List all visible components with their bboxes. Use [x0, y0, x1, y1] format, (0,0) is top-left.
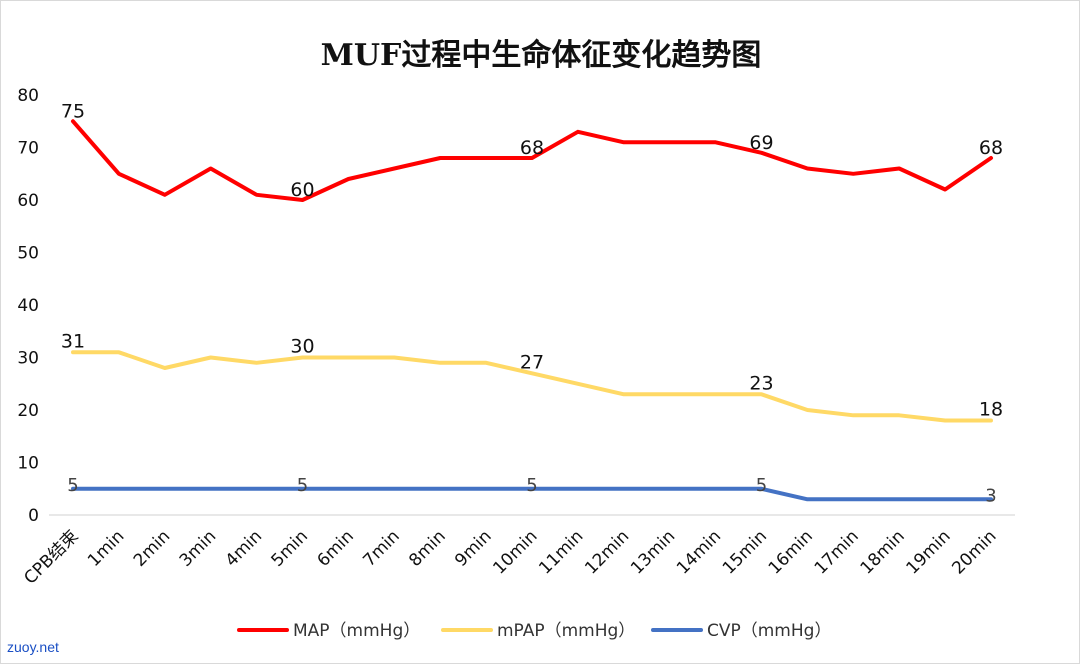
x-axis: CPB结束 1min 2min 3min 4min 5min 6min 7min 8min 9mi… [20, 514, 1015, 588]
legend-item: MAP（mmHg） [237, 621, 420, 641]
data-label: 5 [67, 475, 78, 496]
x-tick-label: 2min [130, 526, 174, 570]
legend-label: CVP（mmHg） [707, 621, 831, 641]
y-tick-label: 80 [17, 86, 39, 106]
data-label: 30 [290, 336, 314, 358]
data-label: 68 [979, 137, 1003, 159]
chart-title: MUF过程中生命体征变化趋势图 [321, 38, 762, 73]
series-lines [71, 119, 993, 502]
y-tick-label: 20 [17, 401, 39, 421]
y-axis: 0 10 20 30 40 50 60 70 80 [17, 86, 39, 526]
watermark: zuoy.net [7, 639, 59, 655]
x-tick-label: 16min [765, 526, 817, 578]
x-tick-label: 3min [176, 526, 220, 570]
data-label: 5 [526, 475, 537, 496]
y-tick-label: 60 [17, 191, 39, 211]
x-tick-label: 18min [857, 526, 909, 578]
x-tick-label: 1min [84, 526, 128, 570]
x-tick-label: 20min [948, 526, 1000, 578]
x-tick-label: 8min [405, 526, 449, 570]
x-tick-label: 19min [903, 526, 955, 578]
data-label: 5 [756, 475, 767, 496]
data-label: 18 [979, 399, 1003, 421]
x-tick-label: 17min [811, 526, 863, 578]
y-tick-label: 50 [17, 244, 39, 264]
legend-item: CVP（mmHg） [651, 621, 831, 641]
data-label: 31 [61, 330, 85, 352]
y-tick-label: 40 [17, 296, 39, 316]
x-tick-label: 7min [359, 526, 403, 570]
legend-label: mPAP（mmHg） [497, 621, 635, 641]
x-tick-label: 11min [535, 526, 587, 578]
series-line-0 [71, 119, 993, 202]
data-label: 68 [520, 137, 544, 159]
data-label: 27 [520, 351, 544, 373]
y-tick-label: 70 [17, 139, 39, 159]
data-label: 3 [985, 485, 996, 506]
y-tick-label: 30 [17, 349, 39, 369]
data-label: 5 [297, 475, 308, 496]
legend-item: mPAP（mmHg） [441, 621, 635, 641]
data-label: 23 [749, 372, 773, 394]
data-label: 60 [290, 179, 314, 201]
x-tick-label: CPB结束 [20, 526, 82, 588]
x-tick-label: 5min [268, 526, 312, 570]
data-label: 75 [61, 100, 85, 122]
series-line-2 [71, 486, 993, 502]
x-tick-label: 13min [627, 526, 679, 578]
x-tick-label: 15min [719, 526, 771, 578]
series-line-1 [71, 350, 993, 423]
x-tick-label: 14min [673, 526, 725, 578]
y-tick-label: 10 [17, 454, 39, 474]
legend-label: MAP（mmHg） [293, 621, 420, 641]
data-labels: 75 60 68 69 68 31 30 27 23 18 5 5 5 5 3 [61, 100, 1003, 506]
x-tick-label: 10min [489, 526, 541, 578]
x-tick-label: 4min [222, 526, 266, 570]
data-label: 69 [749, 132, 773, 154]
x-tick-label: 12min [581, 526, 633, 578]
y-tick-label: 0 [28, 506, 39, 526]
legend: MAP（mmHg） mPAP（mmHg） CVP（mmHg） [237, 621, 831, 641]
x-tick-label: 6min [313, 526, 357, 570]
